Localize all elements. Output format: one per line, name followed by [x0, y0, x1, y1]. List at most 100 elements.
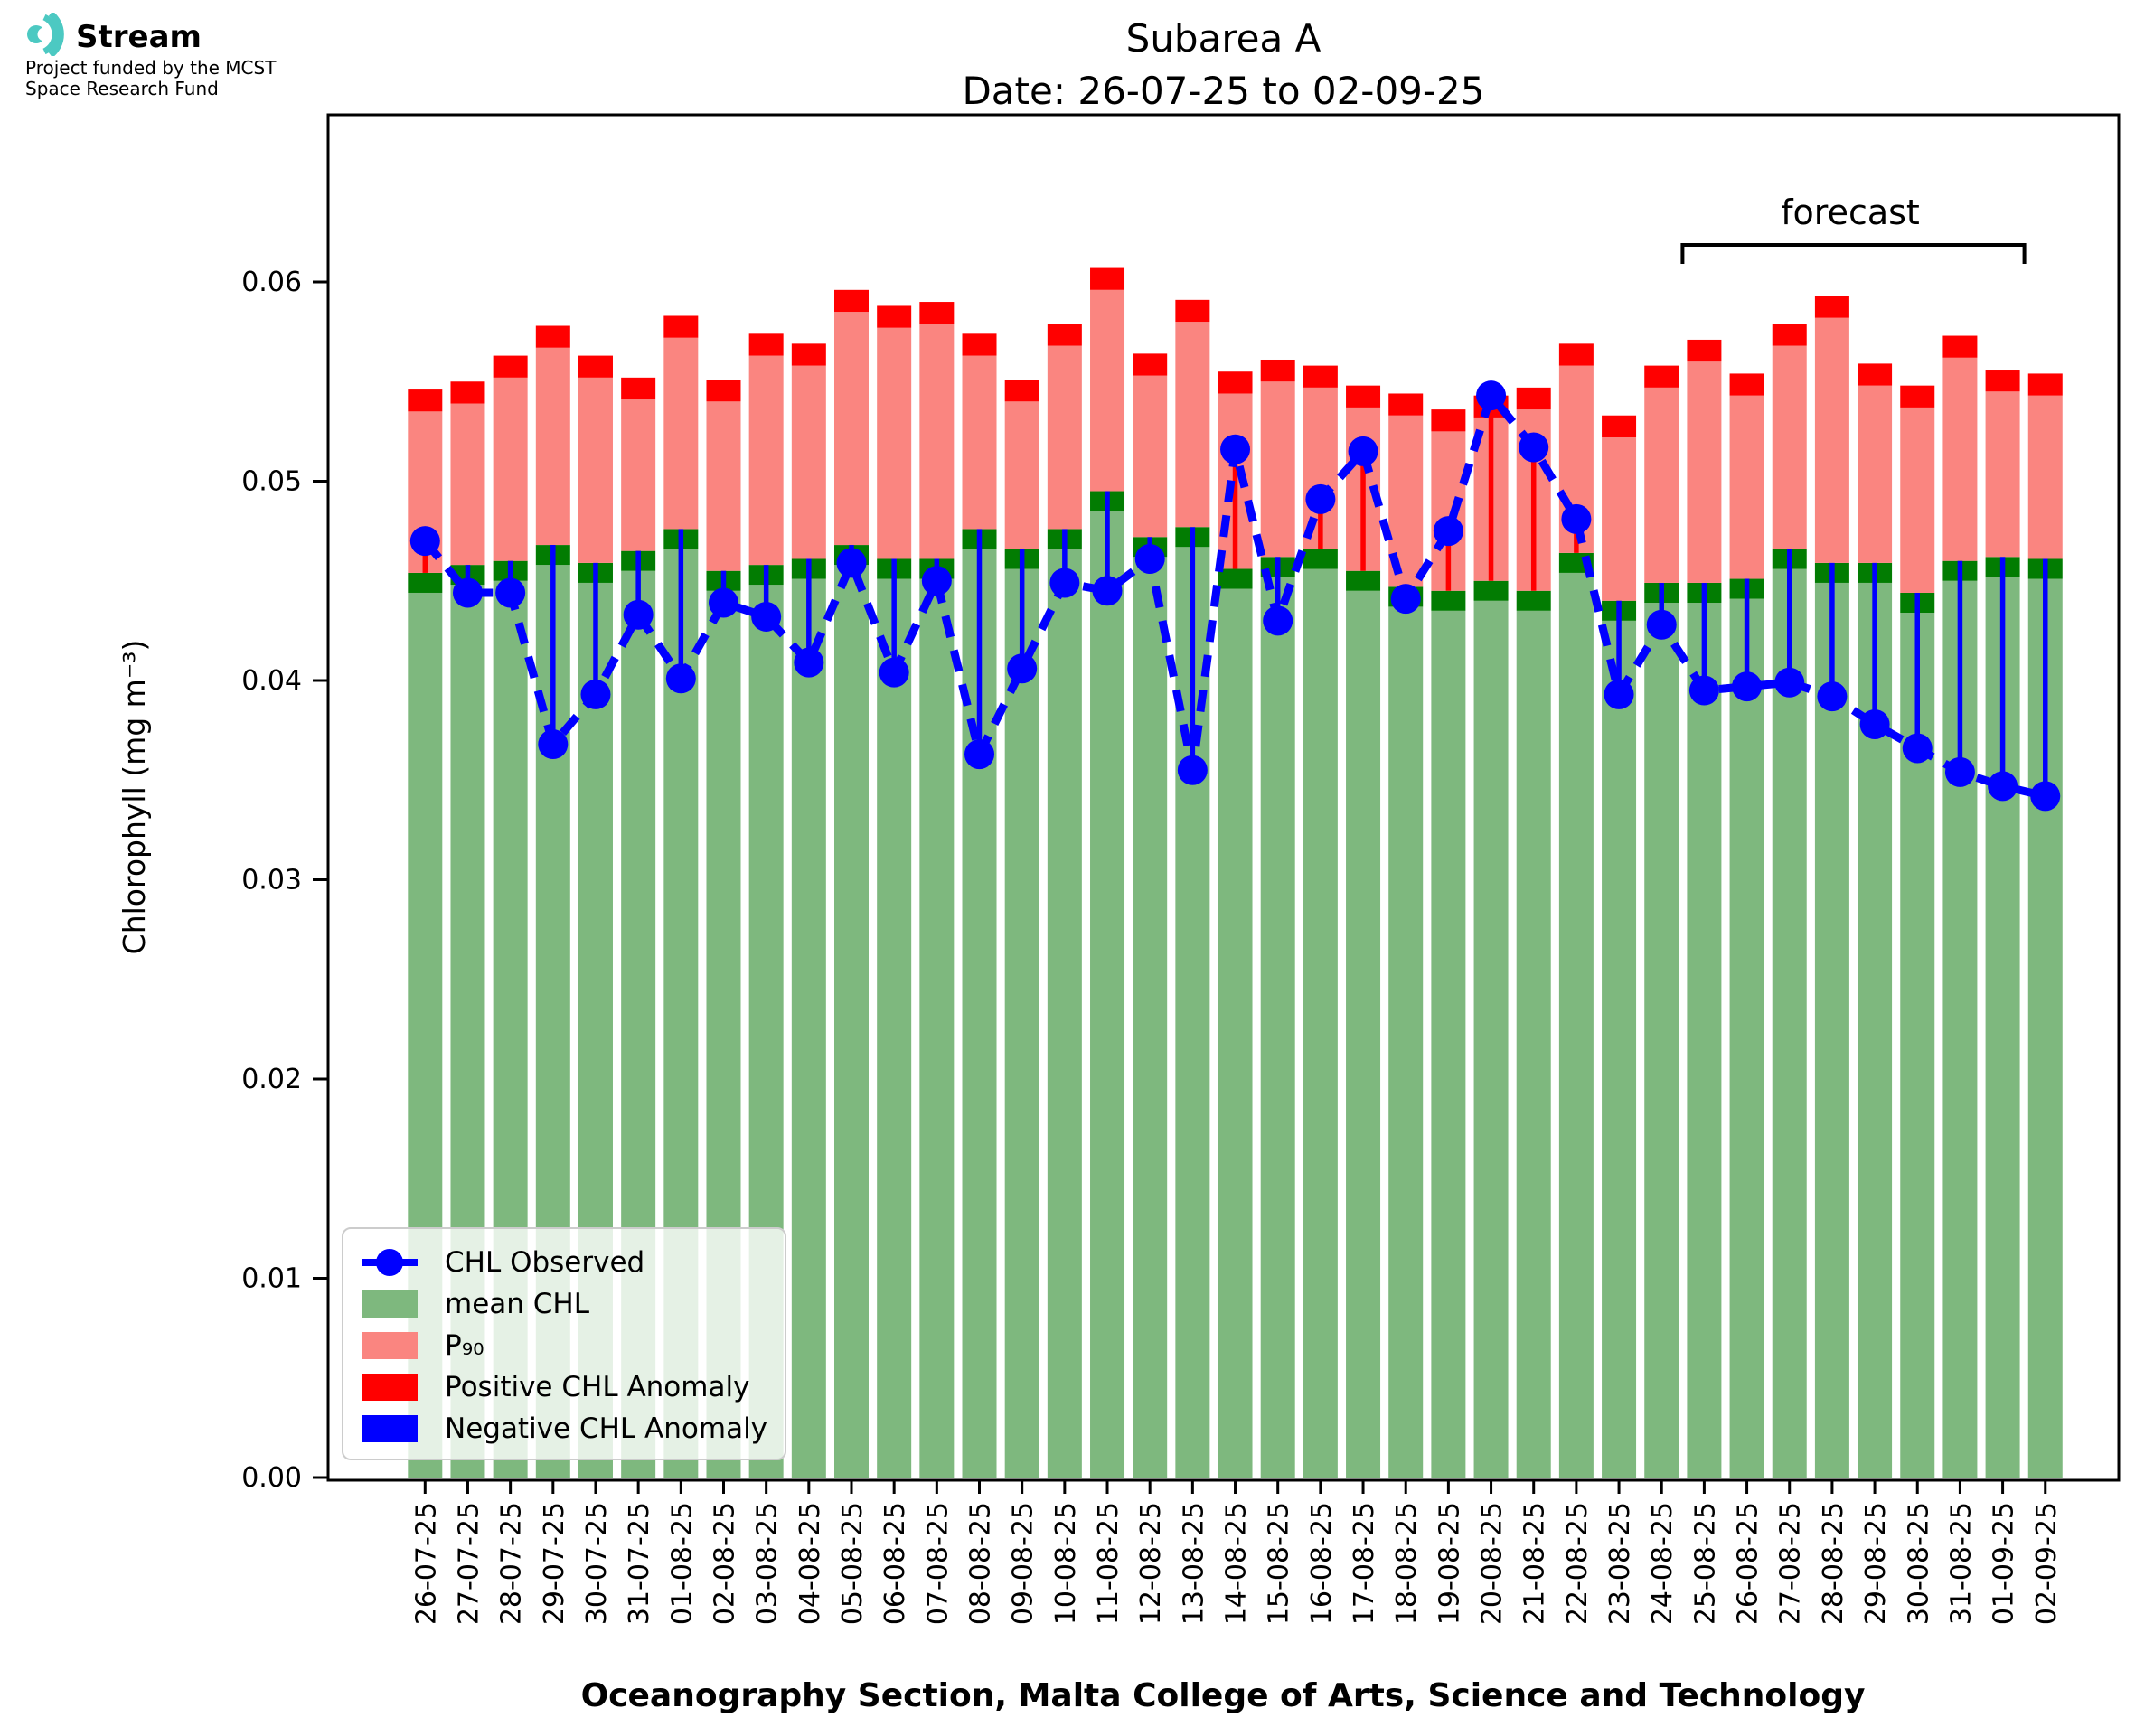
stream-wave-icon: [27, 13, 64, 56]
observed-dot: [1817, 681, 1848, 712]
x-tick-label: 19-08-25: [1434, 1502, 1465, 1625]
x-tick-label: 26-08-25: [1733, 1502, 1764, 1625]
bar-p90-segment: [493, 377, 528, 561]
bar-p90-segment: [1729, 395, 1764, 579]
bar-p90-cap-segment: [1303, 365, 1338, 388]
x-tick-label: 02-09-25: [2031, 1502, 2063, 1625]
x-tick-label: 22-08-25: [1562, 1502, 1594, 1625]
observed-dot: [538, 729, 569, 760]
bar-p90-cap-segment: [1814, 296, 1849, 318]
bar-p90-segment: [1004, 401, 1039, 549]
bar-mean-segment: [1346, 590, 1381, 1478]
x-tick-label: 29-08-25: [1860, 1502, 1892, 1625]
bar-mean-segment: [1388, 606, 1424, 1478]
x-tick-label: 28-07-25: [496, 1502, 528, 1625]
funding-text-line1: Project funded by the MCST: [25, 57, 277, 79]
observed-dot: [708, 587, 738, 618]
observed-dot: [1263, 605, 1293, 636]
x-tick-label: 21-08-25: [1519, 1502, 1551, 1625]
bar-p90-cap-segment: [1431, 409, 1466, 432]
bar-p90-segment: [450, 403, 485, 566]
bar-p90-cap-segment: [1985, 370, 2020, 392]
x-tick-label: 03-08-25: [752, 1502, 784, 1625]
bar-p90-cap-segment: [1090, 267, 1125, 290]
bar-p90-segment: [578, 377, 613, 563]
observed-dot: [1646, 609, 1677, 640]
chart-title: Subarea A Date: 26-07-25 to 02-09-25: [328, 16, 2119, 113]
observed-dot: [751, 601, 782, 632]
bar-p90-segment: [1772, 345, 1807, 549]
observed-dot: [1134, 543, 1165, 574]
bar-p90-segment: [1900, 407, 1935, 593]
x-tick-label: 10-08-25: [1050, 1502, 1082, 1625]
x-tick-label: 04-08-25: [795, 1502, 826, 1625]
bar-p90-cap-segment: [962, 333, 997, 356]
bar-p90-cap-segment: [706, 380, 741, 402]
observed-dot: [1177, 755, 1208, 785]
observed-dot: [964, 739, 995, 770]
bar-p90-cap-segment: [1047, 324, 1082, 346]
x-tick-label: 26-07-25: [410, 1502, 442, 1625]
bar-p90-cap-segment: [1602, 415, 1637, 437]
bar-p90-segment: [1047, 345, 1082, 530]
bar-p90-cap-segment: [877, 305, 912, 328]
y-tick-label: 0.02: [241, 1064, 302, 1095]
bar-p90-cap-segment: [1388, 393, 1424, 416]
bar-mean-segment: [1004, 568, 1039, 1478]
bar-p90-segment: [1090, 289, 1125, 492]
x-tick-label: 01-08-25: [666, 1502, 698, 1625]
x-axis-label: Oceanography Section, Malta College of A…: [581, 1677, 1866, 1714]
bar-mean-marker-segment: [1346, 570, 1381, 591]
bar-mean-marker-segment: [1431, 590, 1466, 611]
bar-p90-segment: [791, 365, 826, 559]
legend-label: CHL Observed: [445, 1246, 645, 1279]
bar-p90-cap-segment: [2027, 373, 2063, 396]
legend-swatch-observed-icon: [362, 1249, 418, 1276]
x-tick-label: 27-08-25: [1775, 1502, 1807, 1625]
bar-p90-cap-segment: [1772, 324, 1807, 346]
bar-p90-cap-segment: [748, 333, 784, 356]
y-tick-label: 0.00: [241, 1462, 302, 1494]
legend-item-positive-anomaly: Positive CHL Anomaly: [362, 1366, 785, 1408]
bar-mean-segment: [1602, 620, 1637, 1478]
bar-p90-segment: [1260, 381, 1295, 558]
bar-mean-segment: [1431, 610, 1466, 1478]
bar-p90-cap-segment: [1687, 339, 1722, 362]
bar-p90-segment: [535, 347, 570, 546]
bar-mean-segment: [1644, 603, 1679, 1478]
chart-title-subarea: Subarea A: [1125, 16, 1322, 61]
bar-mean-segment: [834, 565, 869, 1478]
x-tick-label: 23-08-25: [1604, 1502, 1636, 1625]
observed-dot: [879, 657, 909, 688]
observed-dot: [623, 599, 654, 630]
bar-mean-segment: [1218, 588, 1253, 1478]
bar-p90-cap-segment: [1558, 343, 1594, 366]
bar-p90-cap-segment: [578, 355, 613, 378]
bar-mean-segment: [1772, 568, 1807, 1478]
bar-p90-segment: [834, 312, 869, 546]
bar-p90-segment: [1942, 357, 1978, 561]
y-tick-label: 0.04: [241, 665, 302, 697]
bar-p90-cap-segment: [493, 355, 528, 378]
bar-mean-segment: [1047, 549, 1082, 1478]
observed-dot: [836, 548, 867, 578]
legend-swatch-mean-icon: [362, 1290, 418, 1318]
observed-dot: [1774, 667, 1805, 698]
bar-mean-segment: [1303, 568, 1338, 1478]
observed-dot: [1305, 483, 1336, 514]
observed-dot: [409, 526, 440, 557]
x-tick-label: 14-08-25: [1221, 1502, 1253, 1625]
bar-p90-cap-segment: [834, 289, 869, 313]
bar-p90-segment: [1687, 361, 1722, 583]
bar-p90-cap-segment: [1516, 387, 1551, 410]
bar-p90-segment: [1644, 387, 1679, 583]
observed-dot: [1220, 434, 1251, 464]
legend: CHL Observed mean CHL P₉₀ Positive CHL A…: [342, 1227, 786, 1460]
bar-p90-cap-segment: [1900, 385, 1935, 408]
bar-p90-segment: [919, 324, 955, 559]
observed-dot: [1007, 653, 1038, 684]
bar-p90-cap-segment: [408, 389, 443, 412]
bar-mean-marker-segment: [1516, 590, 1551, 611]
x-tick-label: 27-07-25: [453, 1502, 484, 1625]
